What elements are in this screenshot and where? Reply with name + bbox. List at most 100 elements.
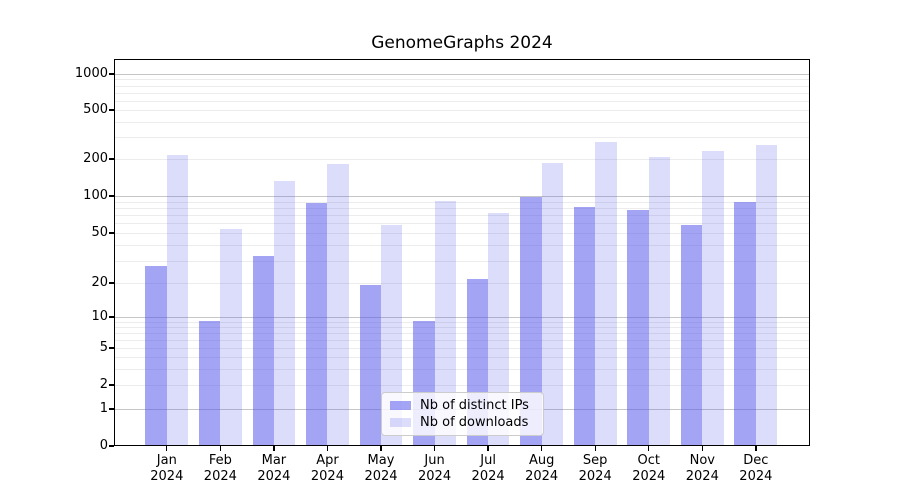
- x-tick-label-oct: Oct 2024: [632, 453, 666, 484]
- x-tick-dec: [755, 446, 757, 451]
- y-tick-5: [109, 347, 114, 349]
- bar-ips-jan: [145, 265, 167, 445]
- y-tick-100: [109, 195, 114, 197]
- gridline-y-70: [115, 215, 809, 217]
- y-tick-200: [109, 158, 114, 160]
- bar-downloads-oct: [648, 156, 671, 445]
- y-tick-label-50: 50: [91, 225, 108, 240]
- bar-downloads-aug: [541, 162, 564, 445]
- gridline-y-800: [115, 85, 809, 87]
- gridline-y-50: [115, 233, 809, 234]
- x-tick-label-aug: Aug 2024: [525, 453, 559, 484]
- y-tick-label-10: 10: [91, 309, 108, 324]
- y-tick-50: [109, 232, 114, 234]
- x-tick-oct: [648, 446, 650, 451]
- x-tick-jan: [166, 446, 168, 451]
- gridline-y-600: [115, 100, 809, 102]
- bar-ips-aug: [520, 197, 542, 445]
- bar-downloads-mar: [273, 181, 296, 445]
- x-tick-feb: [219, 446, 222, 451]
- y-tick-label-1: 1: [99, 401, 108, 416]
- y-tick-label-5: 5: [99, 340, 108, 355]
- gridline-y-7: [115, 332, 809, 334]
- x-tick-label-jul: Jul 2024: [471, 453, 505, 484]
- y-tick-0: [109, 445, 114, 447]
- gridline-y-1000: [115, 74, 809, 75]
- y-tick-label-1000: 1000: [74, 66, 108, 81]
- x-tick-mar: [273, 446, 275, 451]
- gridline-y-8: [115, 326, 809, 328]
- gridline-y-40: [115, 245, 809, 247]
- bar-downloads-sep: [595, 141, 617, 445]
- x-tick-label-apr: Apr 2024: [310, 453, 344, 484]
- gridline-y-200: [115, 159, 809, 160]
- gridline-y-300: [115, 137, 809, 139]
- legend-swatch-downloads: [390, 418, 411, 427]
- gridline-y-5: [115, 348, 809, 349]
- y-tick-2: [109, 384, 114, 386]
- bar-ips-nov: [680, 225, 703, 445]
- bar-downloads-apr: [327, 163, 349, 445]
- legend-label-downloads: Nb of downloads: [420, 415, 529, 430]
- x-tick-jun: [433, 446, 436, 451]
- x-tick-label-sep: Sep 2024: [578, 453, 612, 484]
- bar-ips-mar: [252, 256, 274, 445]
- x-tick-label-jan: Jan 2024: [150, 453, 184, 484]
- gridline-y-500: [115, 110, 809, 111]
- x-tick-nov: [701, 446, 703, 451]
- gridline-y-90: [115, 201, 809, 203]
- y-tick-label-200: 200: [83, 151, 108, 166]
- legend-swatch-distinct-ips: [390, 401, 411, 410]
- chart-title: GenomeGraphs 2024: [371, 33, 553, 53]
- y-tick-label-0: 0: [99, 438, 108, 453]
- gridline-y-3: [115, 368, 809, 370]
- y-tick-label-500: 500: [83, 102, 108, 117]
- x-tick-label-jun: Jun 2024: [418, 453, 452, 484]
- bar-ips-oct: [627, 210, 649, 445]
- y-tick-10: [109, 316, 114, 318]
- gridline-y-100: [115, 196, 809, 197]
- gridline-y-9: [115, 321, 809, 323]
- legend-entry-downloads: Nb of downloads: [390, 414, 535, 431]
- gridline-y-4: [115, 357, 809, 358]
- bar-downloads-may: [381, 225, 403, 445]
- gridline-y-80: [115, 207, 809, 209]
- bar-downloads-jul: [488, 212, 510, 445]
- y-tick-1: [109, 408, 114, 410]
- x-tick-label-dec: Dec 2024: [739, 453, 773, 484]
- gridline-y-30: [115, 260, 809, 262]
- y-tick-500: [109, 109, 114, 111]
- gridline-y-900: [115, 79, 809, 81]
- bar-ips-feb: [198, 320, 221, 445]
- y-tick-1000: [109, 73, 114, 75]
- gridline-y-20: [115, 283, 809, 284]
- x-tick-sep: [594, 446, 596, 451]
- gridline-y-6: [115, 339, 809, 341]
- legend-entry-distinct-ips: Nb of distinct IPs: [390, 397, 535, 414]
- bar-downloads-dec: [755, 145, 778, 445]
- y-tick-label-20: 20: [91, 275, 108, 290]
- gridline-y-700: [115, 92, 809, 94]
- bar-ips-may: [359, 284, 381, 445]
- x-tick-may: [380, 446, 382, 451]
- plot-area: [114, 59, 810, 446]
- bar-downloads-feb: [220, 228, 242, 445]
- bar-downloads-jun: [434, 200, 456, 445]
- bar-ips-dec: [734, 201, 756, 445]
- bar-downloads-nov: [702, 151, 724, 445]
- gridline-y-60: [115, 223, 809, 225]
- y-tick-20: [109, 282, 114, 284]
- bar-ips-apr: [306, 203, 328, 445]
- x-tick-aug: [540, 446, 543, 451]
- x-tick-label-may: May 2024: [364, 453, 398, 484]
- gridline-y-10: [115, 317, 809, 318]
- x-tick-label-nov: Nov 2024: [685, 453, 719, 484]
- x-tick-apr: [326, 446, 329, 451]
- bar-ips-sep: [573, 206, 596, 445]
- x-tick-label-feb: Feb 2024: [203, 453, 237, 484]
- bar-downloads-jan: [166, 155, 189, 445]
- gridline-y-2: [115, 385, 809, 386]
- legend-label-distinct-ips: Nb of distinct IPs: [420, 398, 529, 413]
- x-tick-jul: [487, 446, 489, 451]
